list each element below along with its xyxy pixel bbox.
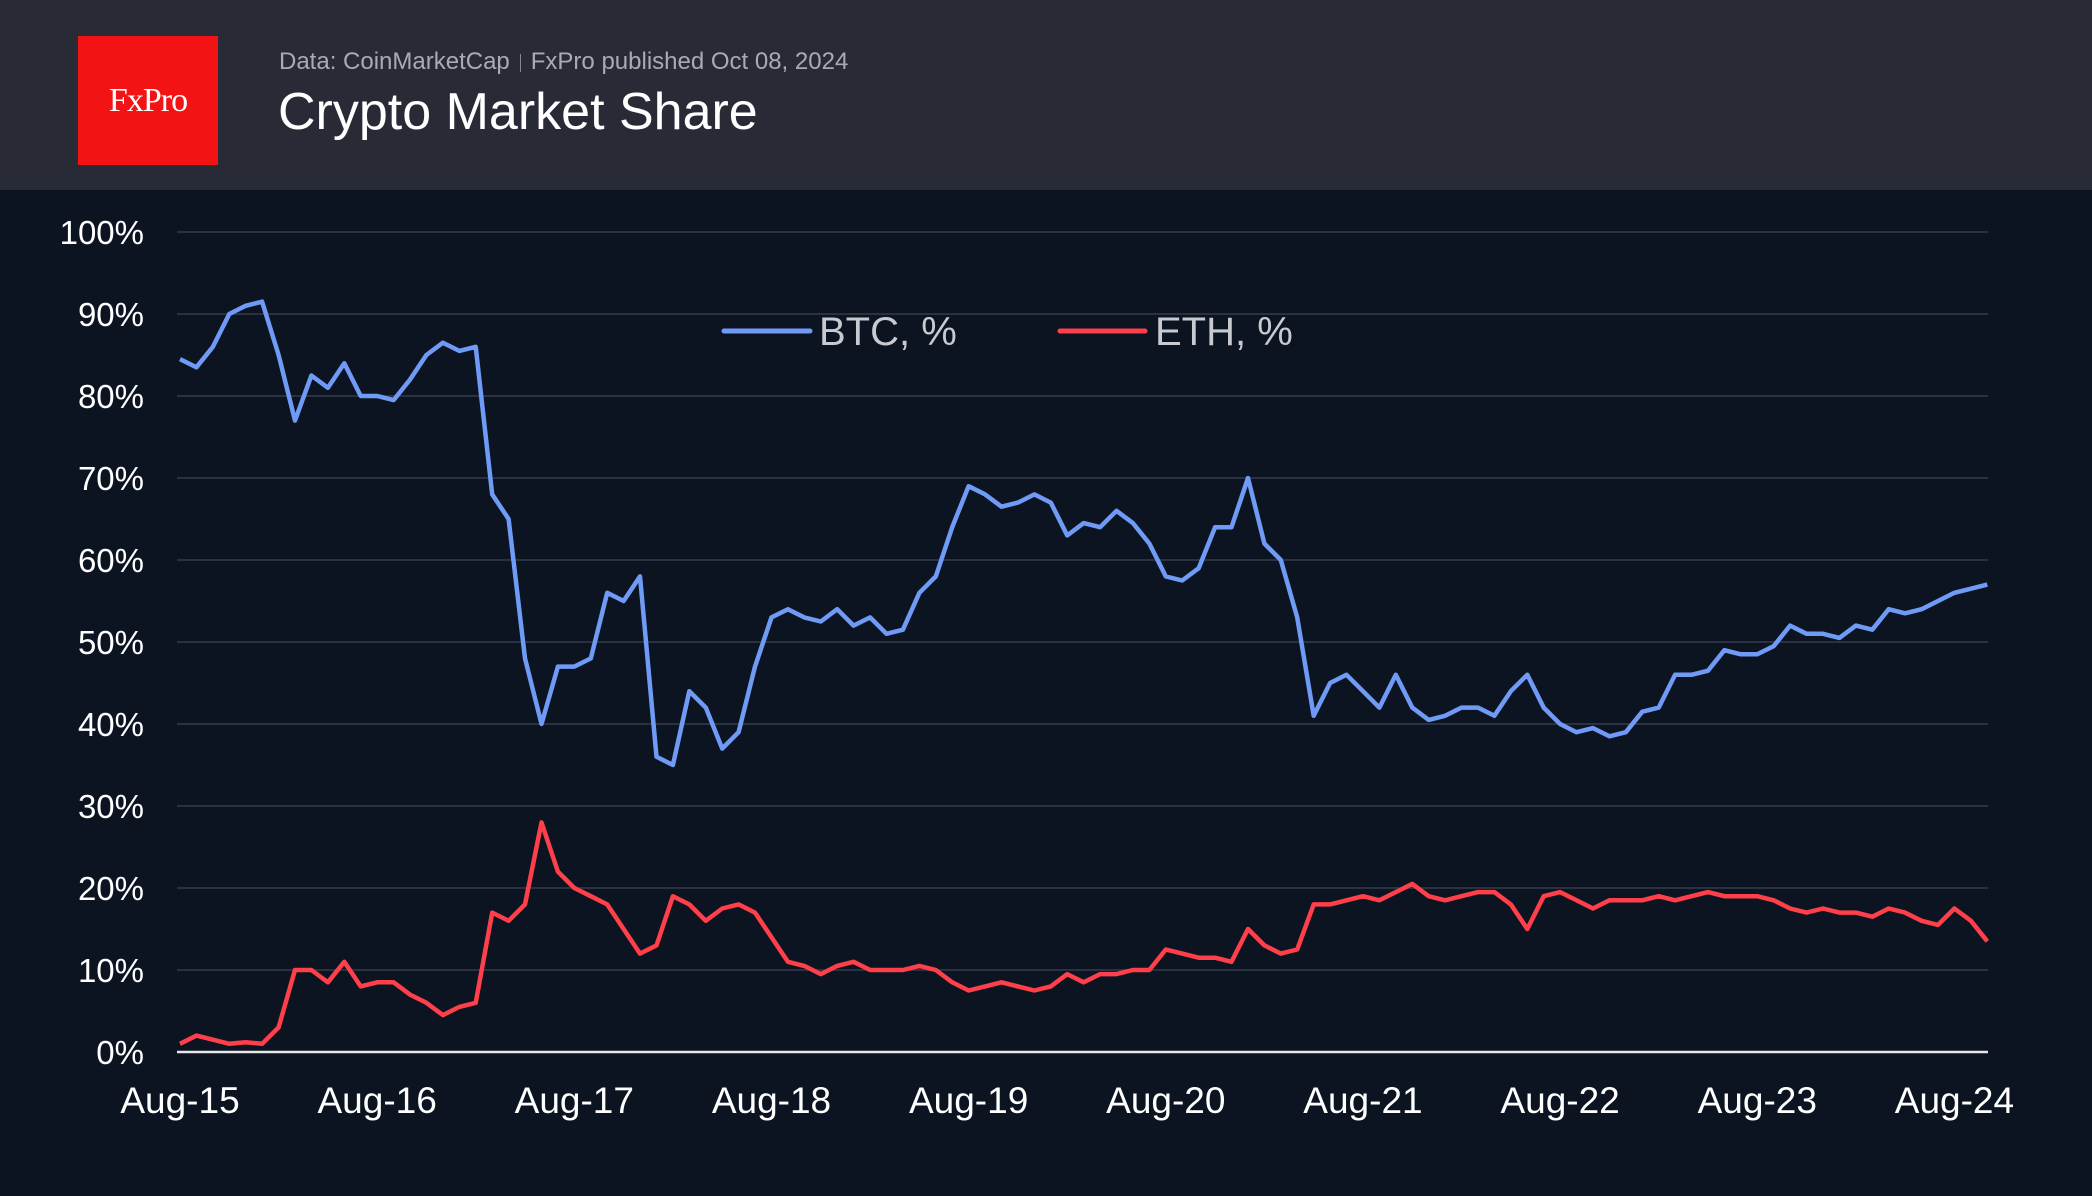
y-tick-label: 10%	[78, 952, 144, 989]
x-tick-label: Aug-19	[909, 1080, 1028, 1121]
series-line-btc	[178, 299, 1988, 768]
y-tick-label: 90%	[78, 296, 144, 333]
y-tick-label: 20%	[78, 870, 144, 907]
x-tick-label: Aug-18	[712, 1080, 831, 1121]
fxpro-logo: FxPro	[78, 36, 218, 165]
y-tick-label: 50%	[78, 624, 144, 661]
y-tick-label: 40%	[78, 706, 144, 743]
x-tick-label: Aug-17	[515, 1080, 634, 1121]
y-tick-label: 0%	[96, 1034, 144, 1071]
subtitle: Data: CoinMarketCap FxPro published Oct 0…	[279, 48, 848, 76]
legend-label: ETH, %	[1155, 310, 1293, 354]
series-line-eth	[178, 820, 1990, 1047]
y-tick-label: 30%	[78, 788, 144, 825]
x-tick-label: Aug-24	[1895, 1080, 2014, 1121]
logo-text: FxPro	[108, 81, 188, 119]
x-tick-label: Aug-16	[318, 1080, 437, 1121]
y-tick-label: 60%	[78, 542, 144, 579]
x-tick-label: Aug-20	[1106, 1080, 1225, 1121]
x-tick-label: Aug-23	[1698, 1080, 1817, 1121]
y-tick-label: 80%	[78, 378, 144, 415]
header: FxPro Data: CoinMarketCap FxPro published…	[0, 0, 2092, 190]
legend-label: BTC, %	[819, 310, 957, 354]
data-source: Data: CoinMarketCap	[279, 48, 510, 75]
y-tick-label: 70%	[78, 460, 144, 497]
x-tick-label: Aug-15	[120, 1080, 239, 1121]
x-tick-label: Aug-21	[1303, 1080, 1422, 1121]
separator	[519, 53, 521, 72]
y-tick-label: 100%	[60, 214, 144, 251]
published-date: FxPro published Oct 08, 2024	[530, 48, 849, 75]
x-tick-label: Aug-22	[1500, 1080, 1619, 1121]
chart-title: Crypto Market Share	[278, 83, 758, 141]
